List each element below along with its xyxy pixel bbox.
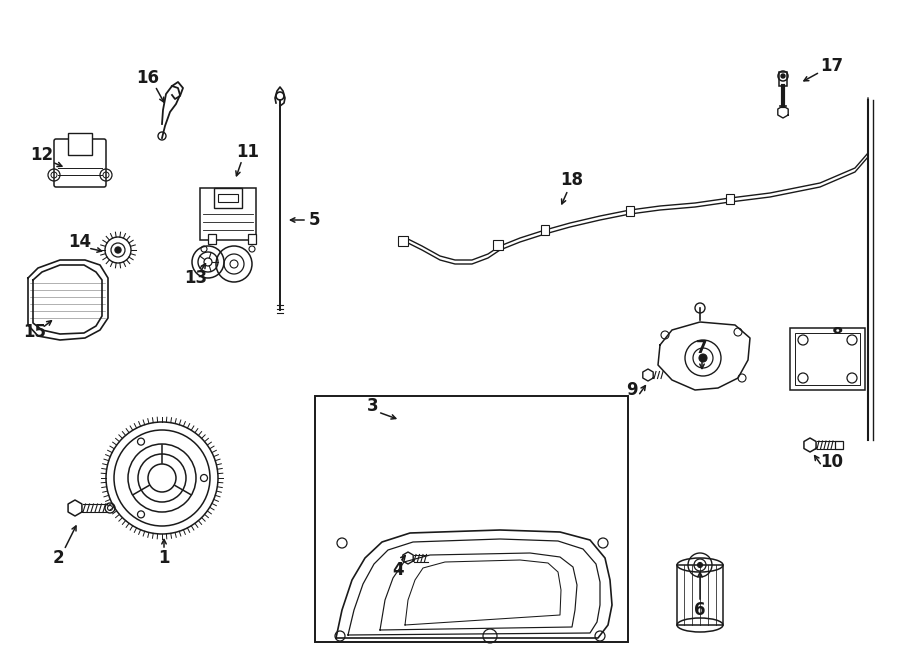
- Bar: [68, 133, 92, 155]
- Bar: [214, 188, 242, 208]
- Bar: [541, 225, 549, 235]
- Text: 17: 17: [821, 57, 843, 75]
- Text: 5: 5: [310, 211, 320, 229]
- Text: 2: 2: [52, 549, 64, 567]
- Text: 8: 8: [832, 326, 844, 344]
- Circle shape: [115, 247, 121, 253]
- Text: 1: 1: [158, 549, 170, 567]
- Polygon shape: [658, 322, 750, 390]
- Bar: [795, 333, 860, 385]
- Text: 9: 9: [626, 381, 638, 399]
- Bar: [493, 240, 503, 250]
- Bar: [835, 441, 843, 449]
- Bar: [726, 194, 734, 204]
- Text: 15: 15: [23, 323, 47, 341]
- Circle shape: [698, 563, 703, 568]
- Text: 11: 11: [237, 143, 259, 161]
- Bar: [779, 72, 787, 86]
- Text: 18: 18: [561, 171, 583, 189]
- Bar: [626, 206, 634, 216]
- Circle shape: [781, 74, 785, 78]
- Text: 10: 10: [821, 453, 843, 471]
- Bar: [677, 565, 723, 625]
- Text: 14: 14: [68, 233, 92, 251]
- Text: 3: 3: [367, 397, 379, 415]
- Bar: [398, 236, 408, 246]
- Text: 6: 6: [694, 601, 706, 619]
- Bar: [200, 188, 256, 240]
- Text: 13: 13: [184, 269, 208, 287]
- Bar: [248, 234, 256, 244]
- Bar: [208, 234, 216, 244]
- Bar: [218, 194, 238, 202]
- Polygon shape: [336, 530, 612, 638]
- Text: 16: 16: [137, 69, 159, 87]
- Bar: [790, 328, 865, 390]
- Text: 12: 12: [31, 146, 54, 164]
- FancyBboxPatch shape: [54, 139, 106, 187]
- Text: 4: 4: [392, 561, 404, 579]
- Circle shape: [699, 354, 707, 362]
- Text: 7: 7: [697, 339, 707, 357]
- Bar: [315, 396, 628, 642]
